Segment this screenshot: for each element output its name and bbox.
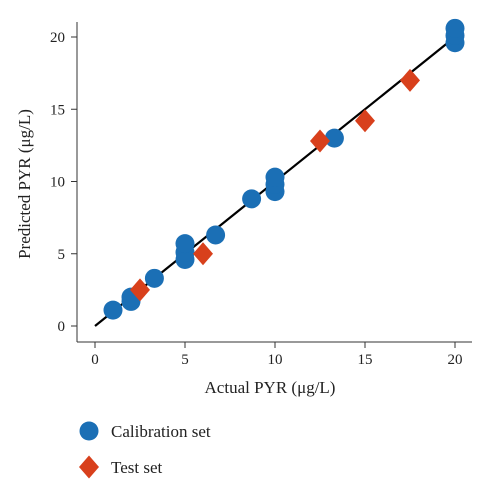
legend-circle-marker — [79, 421, 99, 441]
test-point — [193, 242, 213, 266]
y-tick-label: 5 — [58, 247, 66, 263]
calibration-point — [144, 268, 164, 288]
test-point — [355, 109, 375, 133]
legend-label: Calibration set — [111, 422, 211, 441]
calibration-point — [324, 128, 344, 148]
x-axis-label: Actual PYR (μg/L) — [205, 378, 336, 397]
y-tick-label: 10 — [50, 175, 65, 191]
y-tick-label: 15 — [50, 102, 65, 118]
x-tick-label: 5 — [181, 352, 189, 368]
test-point — [310, 129, 330, 153]
legend-diamond-marker — [79, 455, 99, 479]
calibration-point — [206, 225, 226, 245]
y-tick-label: 0 — [58, 319, 66, 335]
calibration-point — [175, 234, 195, 254]
calibration-point — [103, 300, 123, 320]
x-tick-label: 15 — [358, 352, 373, 368]
x-tick-label: 0 — [91, 352, 99, 368]
calibration-point — [265, 167, 285, 187]
legend: Calibration set Test set — [79, 421, 211, 479]
calibration-point — [242, 189, 262, 209]
test-point — [130, 278, 150, 302]
legend-label: Test set — [111, 458, 162, 477]
y-axis-label: Predicted PYR (μg/L) — [15, 109, 34, 259]
data-points — [103, 18, 465, 320]
test-point — [400, 68, 420, 92]
x-tick-label: 10 — [268, 352, 283, 368]
y-tick-label: 20 — [50, 30, 65, 46]
axes: 0 5 10 15 20 0 5 10 15 20 — [50, 22, 472, 368]
calibration-point — [445, 18, 465, 38]
x-tick-label: 20 — [448, 352, 463, 368]
